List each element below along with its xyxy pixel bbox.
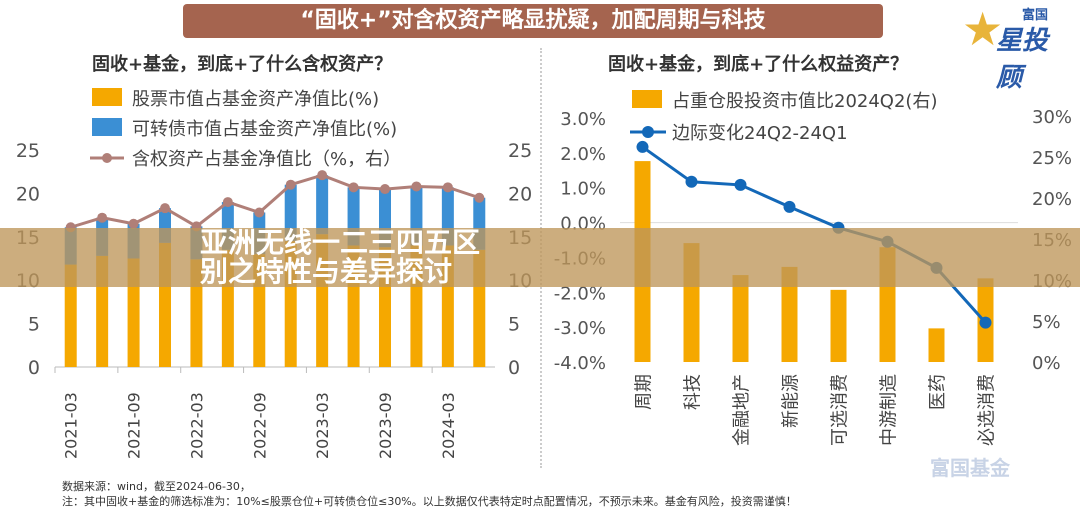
point-equity [348, 182, 359, 193]
legend-swatch [632, 90, 662, 108]
bar-holding [732, 275, 749, 362]
brand-logo: ★ 富国 星投顾 [962, 2, 1072, 93]
star-icon: ★ [962, 2, 1004, 56]
y-tick-label: -2.0% [554, 283, 606, 304]
legend-swatch [92, 118, 122, 136]
x-tick-label: 必选消费 [977, 374, 998, 446]
y-tick-label: 1.0% [560, 179, 606, 200]
logo-main: 星投顾 [996, 26, 1049, 93]
point-equity [285, 179, 296, 190]
source-note: 数据来源：wind，截至2024-06-30， [62, 480, 251, 493]
y2-tick-label: 0% [1032, 353, 1061, 374]
point-equity [254, 207, 265, 218]
y-tick-label: 0 [28, 357, 40, 379]
logo-top: 富国 [1022, 8, 1049, 23]
bar-cb [316, 175, 329, 235]
x-tick-label: 2023-09 [376, 392, 395, 459]
x-tick-label: 2023-03 [313, 392, 332, 459]
legend-marker [642, 126, 654, 138]
point-change [636, 140, 649, 153]
y-tick-label: 5 [28, 314, 40, 336]
x-tick-label: 2021-03 [62, 392, 81, 459]
y-tick-label: 3.0% [560, 109, 606, 130]
bar-stock [64, 264, 77, 367]
bar-holding [830, 289, 847, 362]
x-tick-label: 2021-09 [125, 392, 144, 459]
watermark: 富国基金 [930, 456, 1010, 480]
y2-tick-label: 5 [508, 314, 520, 336]
point-change [979, 316, 992, 329]
bar-stock [253, 254, 266, 367]
point-change [734, 178, 747, 191]
point-equity [474, 192, 485, 203]
point-equity [222, 197, 233, 208]
legend-label: 含权资产占基金净值比（%，右） [132, 149, 401, 170]
y2-tick-label: 30% [1032, 107, 1072, 128]
y2-tick-label: 25 [508, 140, 532, 162]
x-tick-label: 医药 [928, 374, 949, 410]
legend-label: 股票市值占基金资产净值比(%) [132, 89, 379, 110]
y2-tick-label: 25% [1032, 148, 1072, 169]
y2-tick-label: 20 [508, 183, 532, 205]
x-tick-label: 中游制造 [879, 374, 900, 446]
line-equity [70, 173, 480, 229]
overlay-band: 亚洲无线一二三四五区别之特性与差异探讨 [0, 228, 1080, 287]
y2-tick-label: 20% [1032, 189, 1072, 210]
bar-holding [781, 266, 798, 362]
bar-holding [928, 328, 945, 362]
y-tick-label: 20 [16, 183, 40, 205]
point-equity [380, 184, 390, 195]
x-tick-label: 周期 [634, 374, 655, 410]
y-tick-label: 25 [16, 140, 40, 162]
point-change [685, 175, 698, 188]
point-change [783, 200, 796, 213]
x-tick-label: 可选消费 [830, 374, 851, 446]
point-equity [442, 182, 453, 193]
y-tick-label: -3.0% [554, 318, 606, 339]
disclaimer-note: 注：其中固收+基金的筛选标准为：10%≤股票仓位+可转债仓位≤30%。以上数据仅… [62, 495, 797, 508]
legend-label: 占重仓股投资市值比2024Q2(右) [672, 91, 937, 112]
legend-label: 边际变化24Q2-24Q1 [672, 123, 848, 144]
point-equity [411, 181, 422, 192]
x-tick-label: 2024-03 [439, 392, 458, 459]
banner-title: “固收+”对含权资产略显扰疑，加配周期与科技 [183, 4, 883, 38]
point-equity [160, 203, 170, 214]
legend-marker [102, 153, 112, 163]
y-tick-label: 2.0% [560, 144, 606, 165]
overlay-title: 亚洲无线一二三四五区别之特性与差异探讨 [200, 226, 481, 288]
x-tick-label: 2022-09 [250, 392, 269, 459]
bar-cb [284, 184, 297, 242]
y2-tick-label: 0 [508, 357, 520, 379]
x-tick-label: 2022-03 [187, 392, 206, 459]
point-equity [128, 218, 139, 229]
right-chart-title: 固收+基金，到底+了什么权益资产？ [608, 54, 909, 75]
x-tick-label: 科技 [683, 374, 704, 410]
x-tick-label: 新能源 [781, 374, 802, 428]
x-tick-label: 金融地产 [732, 374, 753, 446]
point-equity [317, 170, 328, 181]
y2-tick-label: 5% [1032, 312, 1061, 333]
point-equity [97, 212, 108, 223]
legend-swatch [92, 88, 122, 106]
left-chart-title: 固收+基金，到底+了什么含权资产？ [92, 54, 393, 75]
y-tick-label: -4.0% [554, 353, 606, 374]
legend-label: 可转债市值占基金资产净值比(%) [132, 119, 397, 140]
